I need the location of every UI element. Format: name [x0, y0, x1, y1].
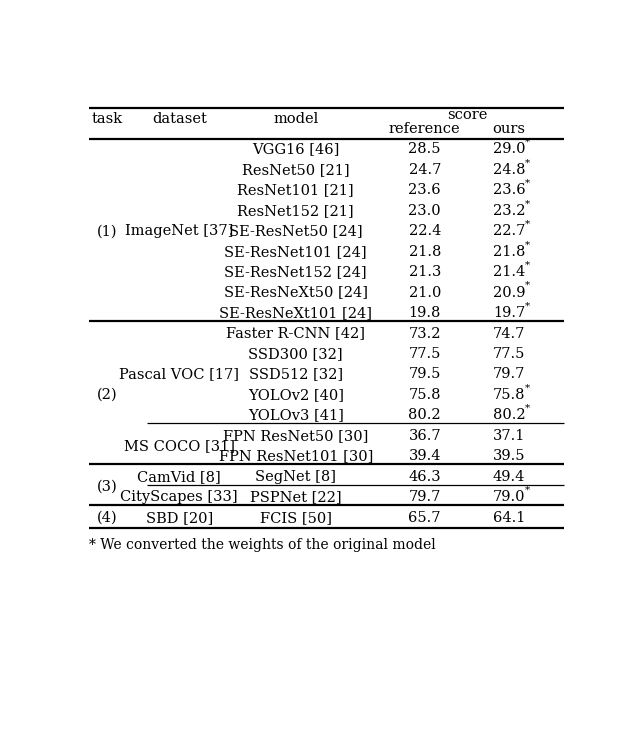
- Text: 21.3: 21.3: [408, 265, 441, 279]
- Text: SE-ResNet50 [24]: SE-ResNet50 [24]: [229, 224, 363, 238]
- Text: ResNet101 [21]: ResNet101 [21]: [237, 184, 354, 197]
- Text: reference: reference: [389, 122, 461, 136]
- Text: *: *: [525, 179, 531, 188]
- Text: 46.3: 46.3: [408, 470, 441, 484]
- Text: 64.1: 64.1: [493, 511, 525, 525]
- Text: 23.6: 23.6: [408, 184, 441, 197]
- Text: 23.2: 23.2: [493, 204, 525, 218]
- Text: PSPNet [22]: PSPNet [22]: [250, 491, 342, 504]
- Text: CityScapes [33]: CityScapes [33]: [120, 491, 238, 504]
- Text: 77.5: 77.5: [408, 347, 441, 361]
- Text: * We converted the weights of the original model: * We converted the weights of the origin…: [89, 539, 436, 553]
- Text: FCIS [50]: FCIS [50]: [260, 511, 332, 525]
- Text: SSD300 [32]: SSD300 [32]: [248, 347, 343, 361]
- Text: 79.7: 79.7: [493, 368, 525, 381]
- Text: 39.4: 39.4: [408, 449, 441, 464]
- Text: Faster R-CNN [42]: Faster R-CNN [42]: [227, 327, 365, 341]
- Text: 39.5: 39.5: [493, 449, 525, 464]
- Text: 36.7: 36.7: [408, 429, 441, 443]
- Text: SegNet [8]: SegNet [8]: [255, 470, 336, 484]
- Text: Pascal VOC [17]: Pascal VOC [17]: [119, 368, 239, 381]
- Text: *: *: [525, 404, 531, 413]
- Text: *: *: [525, 486, 531, 495]
- Text: 23.0: 23.0: [408, 204, 441, 218]
- Text: 29.0: 29.0: [493, 142, 525, 157]
- Text: (2): (2): [97, 388, 118, 402]
- Text: 75.8: 75.8: [408, 388, 441, 402]
- Text: 19.8: 19.8: [408, 306, 441, 320]
- Text: 22.7: 22.7: [493, 224, 525, 238]
- Text: 65.7: 65.7: [408, 511, 441, 525]
- Text: *: *: [525, 219, 531, 228]
- Text: 28.5: 28.5: [408, 142, 441, 157]
- Text: ResNet152 [21]: ResNet152 [21]: [237, 204, 354, 218]
- Text: 21.8: 21.8: [408, 245, 441, 258]
- Text: *: *: [525, 281, 531, 290]
- Text: 74.7: 74.7: [493, 327, 525, 341]
- Text: SE-ResNeXt101 [24]: SE-ResNeXt101 [24]: [220, 306, 372, 320]
- Text: 79.5: 79.5: [408, 368, 441, 381]
- Text: 79.7: 79.7: [408, 491, 441, 504]
- Text: VGG16 [46]: VGG16 [46]: [252, 142, 339, 157]
- Text: *: *: [525, 138, 531, 147]
- Text: 22.4: 22.4: [408, 224, 441, 238]
- Text: 24.7: 24.7: [408, 163, 441, 177]
- Text: 80.2: 80.2: [408, 408, 441, 422]
- Text: *: *: [525, 158, 531, 167]
- Text: 79.0: 79.0: [493, 491, 525, 504]
- Text: SSD512 [32]: SSD512 [32]: [249, 368, 343, 381]
- Text: ResNet50 [21]: ResNet50 [21]: [242, 163, 349, 177]
- Text: ours: ours: [493, 122, 525, 136]
- Text: 21.8: 21.8: [493, 245, 525, 258]
- Text: 80.2: 80.2: [493, 408, 525, 422]
- Text: *: *: [525, 261, 531, 270]
- Text: SBD [20]: SBD [20]: [145, 511, 213, 525]
- Text: ImageNet [37]: ImageNet [37]: [125, 224, 234, 238]
- Text: CamVid [8]: CamVid [8]: [138, 470, 221, 484]
- Text: *: *: [525, 302, 531, 311]
- Text: FPN ResNet50 [30]: FPN ResNet50 [30]: [223, 429, 369, 443]
- Text: 73.2: 73.2: [408, 327, 441, 341]
- Text: YOLOv2 [40]: YOLOv2 [40]: [248, 388, 344, 402]
- Text: dataset: dataset: [152, 112, 207, 126]
- Text: model: model: [273, 112, 318, 126]
- Text: (1): (1): [97, 224, 118, 238]
- Text: MS COCO [31]: MS COCO [31]: [124, 439, 235, 453]
- Text: FPN ResNet101 [30]: FPN ResNet101 [30]: [219, 449, 373, 464]
- Text: *: *: [525, 199, 531, 208]
- Text: YOLOv3 [41]: YOLOv3 [41]: [248, 408, 344, 422]
- Text: *: *: [525, 383, 531, 392]
- Text: *: *: [525, 240, 531, 249]
- Text: 75.8: 75.8: [493, 388, 525, 402]
- Text: (3): (3): [97, 480, 118, 494]
- Text: 77.5: 77.5: [493, 347, 525, 361]
- Text: 49.4: 49.4: [493, 470, 525, 484]
- Text: SE-ResNet101 [24]: SE-ResNet101 [24]: [225, 245, 367, 258]
- Text: SE-ResNeXt50 [24]: SE-ResNeXt50 [24]: [224, 285, 368, 300]
- Text: 19.7: 19.7: [493, 306, 525, 320]
- Text: 24.8: 24.8: [493, 163, 525, 177]
- Text: (4): (4): [97, 511, 118, 525]
- Text: SE-ResNet152 [24]: SE-ResNet152 [24]: [225, 265, 367, 279]
- Text: 21.4: 21.4: [493, 265, 525, 279]
- Text: 37.1: 37.1: [493, 429, 525, 443]
- Text: task: task: [92, 112, 123, 126]
- Text: score: score: [447, 108, 487, 121]
- Text: 20.9: 20.9: [493, 285, 525, 300]
- Text: 23.6: 23.6: [493, 184, 525, 197]
- Text: 21.0: 21.0: [408, 285, 441, 300]
